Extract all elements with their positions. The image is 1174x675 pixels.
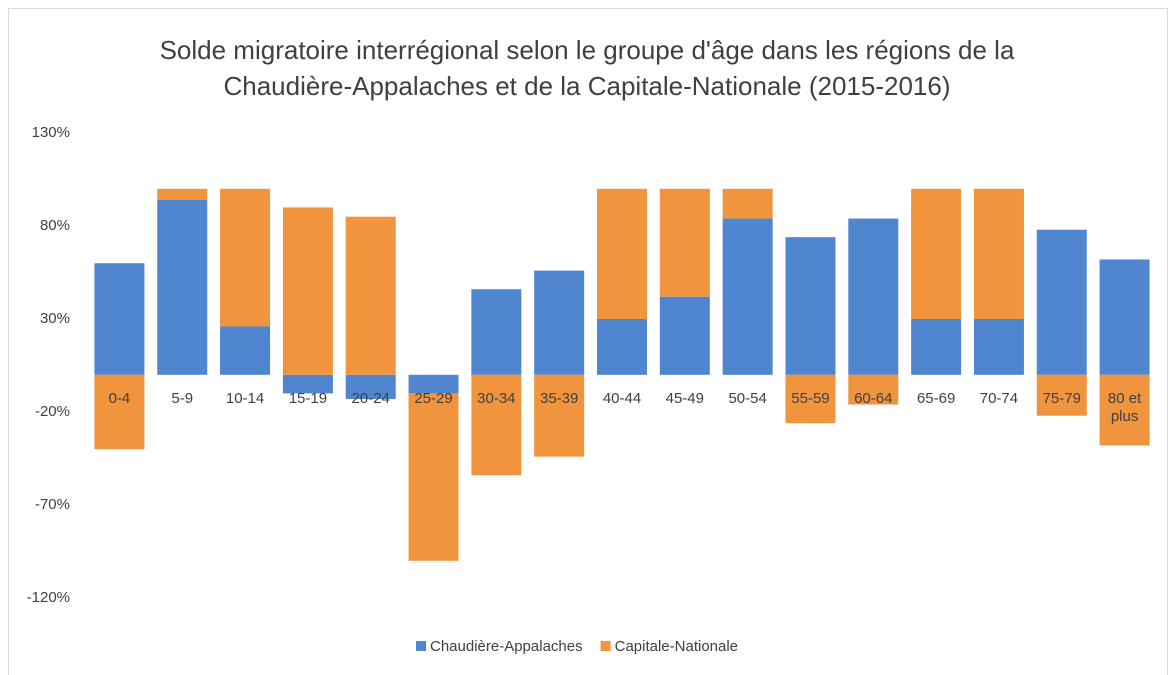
y-tick-label: 80% — [40, 217, 70, 234]
x-tick-label: 55-59 — [791, 389, 830, 407]
x-tick-label: 5-9 — [171, 389, 194, 407]
x-tick-label: 40-44 — [602, 389, 642, 407]
bar-segment — [471, 289, 522, 375]
y-tick-label: 130% — [32, 124, 70, 141]
x-tick-label: 50-54 — [728, 389, 767, 407]
bar-segment — [157, 199, 208, 375]
x-tick-label: 75-79 — [1042, 389, 1081, 407]
y-tick-label: -20% — [35, 403, 70, 420]
bar-segment — [659, 296, 710, 375]
bar-segment — [722, 188, 773, 219]
x-tick-label: 45-49 — [665, 389, 704, 407]
bar-segment — [345, 216, 396, 375]
bar-segment — [282, 207, 333, 375]
x-tick-label: 80 et plus — [1107, 389, 1142, 425]
x-tick-label: 0-4 — [108, 389, 131, 407]
chart-frame — [8, 8, 1168, 675]
bar-segment — [597, 319, 647, 375]
bar-segment — [597, 188, 647, 319]
bar-segment — [1036, 374, 1087, 416]
bar-segment — [911, 188, 962, 319]
bar-segment — [220, 326, 271, 375]
bar-segment — [785, 237, 836, 375]
bar-segment — [911, 319, 962, 375]
y-tick-label: -70% — [35, 496, 70, 513]
bar-segment — [1099, 259, 1150, 375]
bar-segment — [408, 374, 459, 394]
bar-segment — [973, 319, 1024, 375]
legend-swatch — [600, 641, 611, 651]
y-tick-label: 30% — [40, 310, 70, 327]
bar-segment — [408, 393, 459, 561]
x-tick-label: 70-74 — [979, 389, 1019, 407]
bar-segment — [345, 374, 396, 399]
legend-label: Capitale-Nationale — [615, 638, 738, 655]
x-tick-label: 35-39 — [539, 389, 579, 407]
legend-swatch — [416, 641, 426, 651]
x-tick-label: 20-24 — [351, 389, 390, 407]
bar-segment — [157, 188, 208, 200]
legend-label: Chaudière-Appalaches — [430, 638, 583, 655]
x-tick-label: 15-19 — [288, 389, 328, 407]
bar-segment — [94, 374, 145, 450]
chart-title: Solde migratoire interrégional selon le … — [159, 35, 1015, 101]
x-tick-label: 65-69 — [916, 389, 956, 407]
bar-segment — [659, 188, 710, 297]
bar-segment — [848, 374, 899, 405]
bar-segment — [534, 270, 585, 375]
x-tick-label: 25-29 — [414, 389, 453, 407]
x-tick-label: 10-14 — [225, 389, 265, 407]
bar-segment — [848, 218, 899, 375]
x-tick-label: 30-34 — [477, 389, 516, 407]
bar-segment — [471, 374, 522, 476]
bar-segment — [722, 218, 773, 375]
x-tick-label: 60-64 — [854, 389, 893, 407]
bar-segment — [94, 263, 145, 375]
bar-segment — [973, 188, 1024, 319]
bar-segment — [220, 188, 271, 327]
bar-segment — [1036, 229, 1087, 375]
bar-segment — [785, 374, 836, 424]
bar-segment — [534, 374, 585, 457]
bar-segment — [1099, 374, 1150, 446]
bar-segment — [282, 374, 333, 394]
y-tick-label: -120% — [27, 589, 70, 606]
